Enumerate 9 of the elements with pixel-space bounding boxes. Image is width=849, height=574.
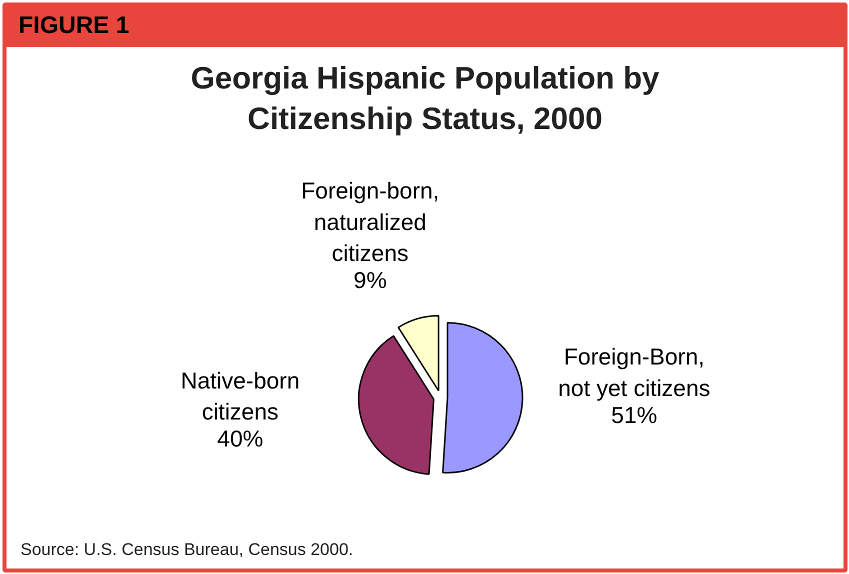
source-note: Source: U.S. Census Bureau, Census 2000.: [20, 540, 354, 559]
slice-label: Foreign-born, naturalized citizens: [301, 178, 440, 266]
data-label: 40%: [217, 426, 264, 452]
slice-label: Foreign-Born, not yet citizens: [558, 344, 710, 401]
chart-title: Georgia Hispanic Population by Citizenship Status, 2000: [190, 60, 660, 136]
data-label: 9%: [354, 267, 387, 294]
slice-label: Native-born citizens: [180, 367, 300, 425]
data-label: 51%: [611, 402, 658, 428]
caption: FIGURE 1: [18, 12, 130, 39]
